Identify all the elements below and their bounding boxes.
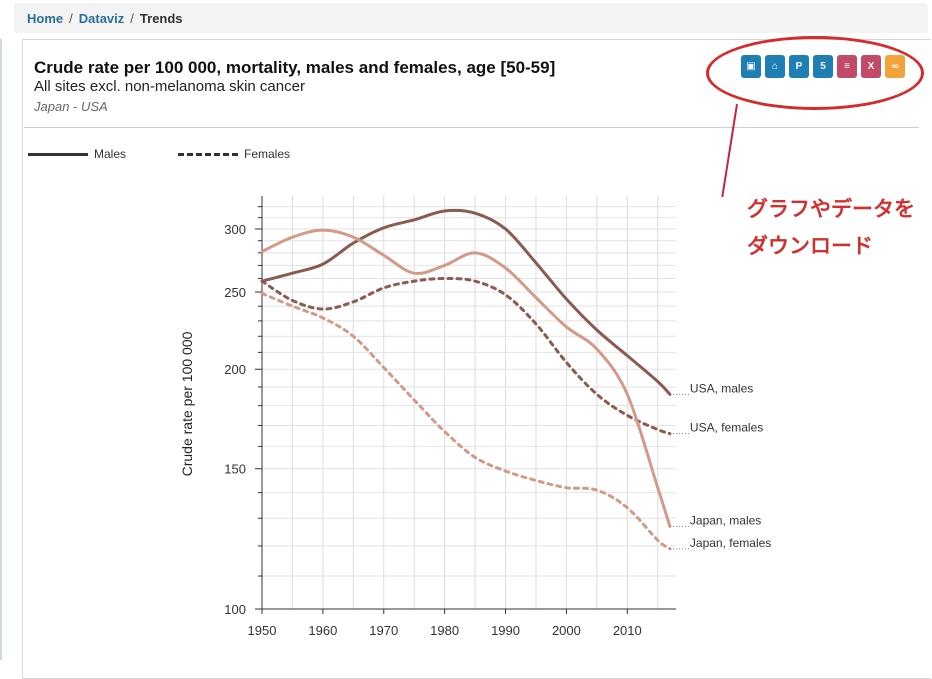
chart-title: Crude rate per 100 000, mortality, males…	[34, 58, 556, 77]
chart-subtitle: All sites excl. non-melanoma skin cancer	[34, 78, 305, 95]
legend-females-label: Females	[244, 147, 291, 161]
x-tick-label: 1980	[430, 623, 459, 638]
line-chart: 100 150 200 250 300 1950 1960 1970 1980 1990 2000 2…	[179, 196, 771, 638]
x-tick-label: 2010	[613, 623, 642, 638]
breadcrumb-dataviz-link[interactable]: Dataviz	[78, 10, 125, 26]
y-tick-label: 100	[224, 602, 246, 617]
series-end-label: USA, males	[690, 381, 753, 395]
series-line-usa-males	[260, 208, 672, 396]
y-tick-label: 250	[224, 285, 246, 300]
chart-region: Japan - USA	[34, 99, 108, 114]
legend-solid-line-icon	[28, 152, 88, 156]
series-labels: USA, males USA, females Japan, males Japan,…	[669, 381, 771, 550]
legend-males-label: Males	[94, 147, 127, 161]
annotation-line-1: グラフやデータを	[747, 198, 915, 221]
legend-males[interactable]: Males	[28, 147, 126, 161]
left-border	[0, 39, 2, 660]
series-line-japan-females	[260, 291, 672, 551]
breadcrumb: Home / Dataviz / Trends	[14, 3, 928, 33]
series-line-japan-males	[260, 228, 672, 528]
y-tick-label: 200	[224, 362, 246, 377]
series-end-label: Japan, females	[690, 536, 771, 550]
x-tick-label: 1950	[248, 623, 277, 638]
x-tick-label: 1990	[491, 623, 520, 638]
chart-grid	[261, 196, 676, 610]
breadcrumb-separator: /	[69, 10, 73, 26]
y-tick-label: 150	[224, 462, 246, 477]
x-tick-label: 1970	[369, 623, 398, 638]
breadcrumb-separator: /	[130, 10, 134, 26]
highlight-ellipse	[706, 36, 924, 110]
annotation-line-2: ダウンロード	[747, 235, 873, 258]
y-axis-label: Crude rate per 100 000	[179, 331, 195, 476]
breadcrumb-current: Trends	[139, 10, 183, 26]
legend-females[interactable]: Females	[178, 147, 290, 161]
breadcrumb-home-link[interactable]: Home	[27, 10, 64, 26]
series-end-label: USA, females	[690, 421, 763, 435]
series-line-usa-females	[260, 276, 672, 436]
chart-series	[260, 208, 672, 551]
header-divider	[24, 127, 919, 128]
legend-dashed-line-icon	[178, 152, 238, 156]
chart-axes: 100 150 200 250 300 1950 1960 1970 1980 1990 2000 2…	[224, 196, 676, 638]
x-tick-label: 1960	[308, 623, 337, 638]
series-end-label: Japan, males	[690, 513, 761, 527]
x-tick-label: 2000	[552, 623, 581, 638]
y-tick-label: 300	[224, 222, 246, 237]
annotation-text: グラフやデータを ダウンロード	[747, 191, 932, 265]
